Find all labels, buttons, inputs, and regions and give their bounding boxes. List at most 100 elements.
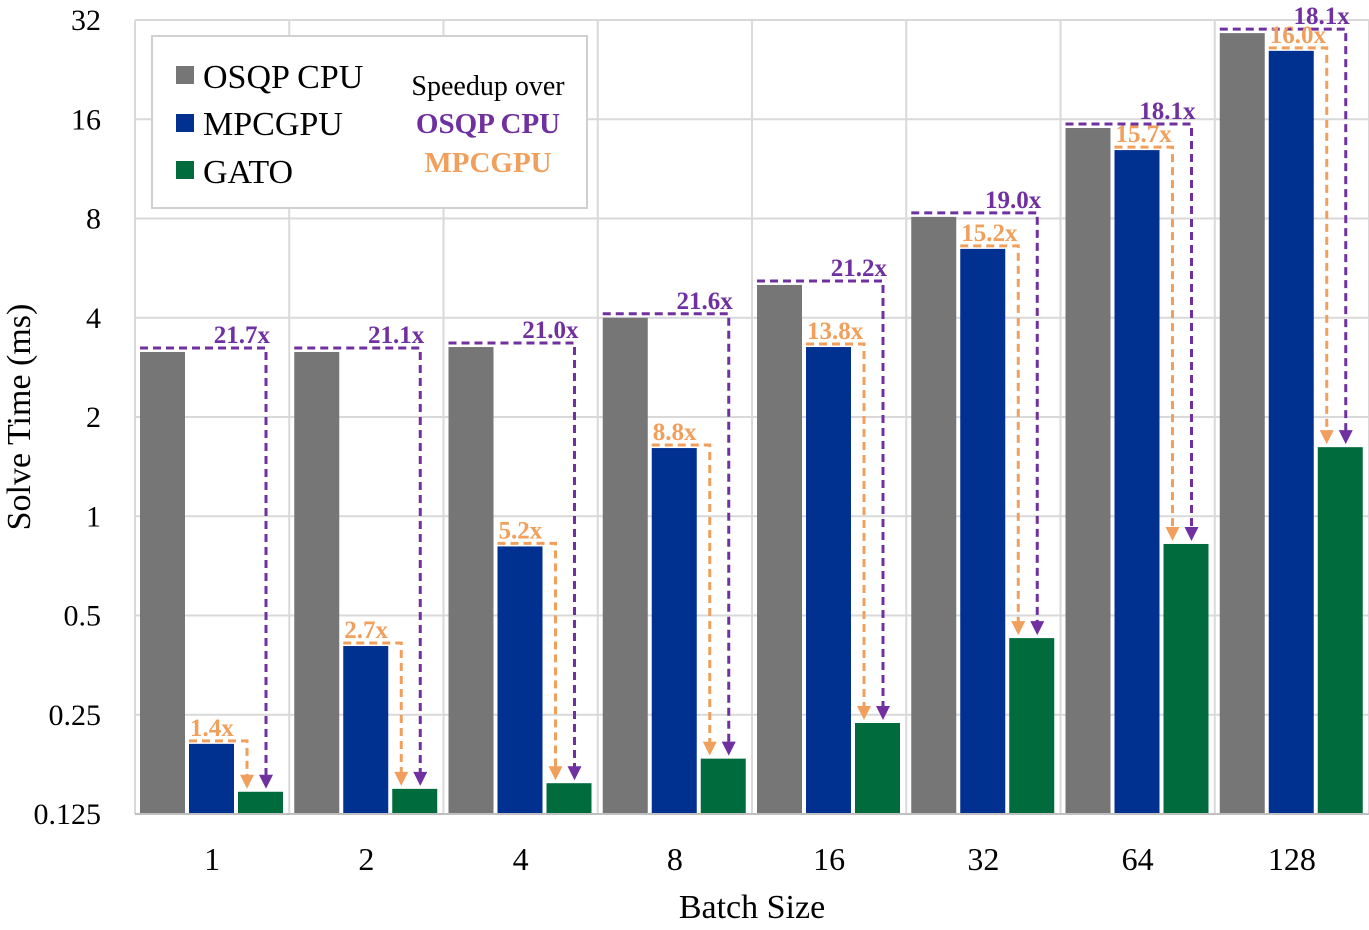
- legend-label-osqp: OSQP CPU: [203, 59, 363, 96]
- bar-gato: [1009, 638, 1055, 814]
- speedup-osqp-label: 21.2x: [831, 255, 888, 282]
- y-tick-label: 4: [86, 302, 101, 335]
- speedup-osqp-line: [911, 211, 1039, 624]
- bar-gato: [700, 758, 746, 814]
- y-tick-label: 2: [86, 401, 101, 434]
- speedup-mpcgpu-label: 8.8x: [653, 419, 697, 446]
- speedup-annotations: 21.7x 1.4x 21.1x 2.7x 21.0x 5.2x 21.6x 8.8x 21.2…: [140, 3, 1353, 789]
- legend-speedup-osqp: OSQP CPU: [416, 108, 560, 140]
- arrow-down-icon: [1184, 526, 1199, 541]
- speedup-mpcgpu-line: [1114, 145, 1174, 529]
- axes: 0.125 0.25 0.5 1 2 4 8 16 32 1 2 4 8 16 32 64 128: [34, 4, 1369, 877]
- y-tick-label: 8: [86, 203, 101, 236]
- bar-gato: [1317, 447, 1363, 814]
- y-tick-label: 0.5: [64, 600, 102, 633]
- arrow-down-icon: [1319, 430, 1334, 445]
- speedup-mpcgpu-label: 13.8x: [807, 318, 864, 345]
- speedup-mpcgpu-line: [1268, 46, 1329, 433]
- speedup-mpcgpu-line: [189, 739, 249, 777]
- bar-mpcgpu: [343, 646, 389, 814]
- bar-mpcgpu: [651, 448, 697, 814]
- speedup-mpcgpu-label: 5.2x: [499, 517, 543, 544]
- arrow-down-icon: [857, 706, 871, 721]
- speedup-osqp-line: [1219, 27, 1348, 433]
- arrow-down-icon: [259, 774, 273, 789]
- bar-mpcgpu: [189, 743, 234, 814]
- legend-label-mpcgpu: MPCGPU: [203, 106, 343, 143]
- y-tick-label: 0.25: [49, 699, 102, 732]
- speedup-osqp-label: 21.7x: [214, 322, 271, 349]
- x-axis-label: Batch Size: [679, 889, 825, 926]
- legend-swatch-mpcgpu: [176, 114, 194, 132]
- speedup-mpcgpu-label: 2.7x: [344, 617, 388, 644]
- bar-gato: [855, 723, 900, 814]
- x-tick-label: 16: [813, 841, 845, 877]
- speedup-mpcgpu-line: [497, 541, 557, 769]
- x-tick-label: 32: [967, 841, 999, 877]
- arrow-down-icon: [394, 771, 409, 786]
- speedup-mpcgpu-label: 15.7x: [1116, 121, 1173, 148]
- arrow-down-icon: [548, 766, 563, 781]
- bar-osqp-cpu: [294, 351, 340, 814]
- bar-mpcgpu: [806, 347, 851, 814]
- legend-swatch-gato: [176, 161, 194, 179]
- arrow-down-icon: [1011, 621, 1026, 636]
- bar-osqp-cpu: [1219, 33, 1265, 815]
- bar-mpcgpu: [1114, 150, 1160, 815]
- bar-mpcgpu: [960, 248, 1006, 815]
- speedup-mpcgpu-line: [343, 641, 403, 774]
- bar-osqp-cpu: [448, 347, 494, 814]
- bar-osqp-cpu: [911, 216, 957, 814]
- bar-mpcgpu: [1268, 50, 1314, 815]
- speedup-osqp-label: 19.0x: [985, 187, 1042, 214]
- legend-swatch-osqp: [176, 66, 194, 84]
- bar-osqp-cpu: [602, 317, 648, 814]
- x-tick-label: 128: [1268, 841, 1316, 877]
- speedup-mpcgpu-line: [806, 342, 866, 709]
- bar-osqp-cpu: [140, 351, 185, 814]
- speedup-osqp-line: [448, 341, 576, 769]
- speedup-osqp-label: 21.1x: [368, 322, 425, 349]
- legend-box: [151, 35, 588, 209]
- arrow-down-icon: [1338, 430, 1353, 445]
- speedup-mpcgpu-label: 15.2x: [961, 220, 1018, 247]
- legend-label-gato: GATO: [203, 154, 293, 191]
- legend-speedup-title: Speedup over: [411, 71, 565, 102]
- bar-gato: [392, 788, 438, 814]
- speedup-osqp-line: [140, 346, 268, 777]
- speedup-mpcgpu-label: 1.4x: [190, 715, 234, 742]
- bars: [140, 33, 1363, 815]
- speedup-osqp-line: [602, 312, 731, 744]
- arrow-down-icon: [240, 774, 254, 789]
- arrow-down-icon: [413, 771, 428, 786]
- bar-osqp-cpu: [757, 284, 802, 814]
- y-tick-label: 32: [71, 4, 101, 37]
- x-tick-label: 4: [513, 841, 529, 877]
- x-tick-label: 1: [204, 841, 220, 877]
- speedup-osqp-line: [294, 346, 422, 774]
- speedup-mpcgpu-label: 16.0x: [1270, 22, 1327, 49]
- arrow-down-icon: [1165, 526, 1180, 541]
- y-tick-label: 0.125: [34, 798, 102, 831]
- speedup-osqp-line: [757, 279, 885, 709]
- arrow-down-icon: [567, 766, 582, 781]
- arrow-down-icon: [702, 741, 717, 756]
- bar-osqp-cpu: [1065, 128, 1111, 814]
- speedup-osqp-label: 18.1x: [1294, 3, 1351, 30]
- bar-gato: [238, 791, 283, 814]
- speedup-mpcgpu-line: [651, 443, 712, 744]
- speedup-osqp-line: [1065, 122, 1193, 529]
- speedup-mpcgpu-line: [960, 244, 1020, 624]
- bar-mpcgpu: [497, 546, 543, 814]
- arrow-down-icon: [721, 741, 736, 756]
- x-tick-label: 2: [358, 841, 374, 877]
- bar-gato: [1163, 543, 1209, 814]
- x-tick-label: 64: [1122, 841, 1154, 877]
- speedup-osqp-label: 18.1x: [1139, 98, 1196, 125]
- y-tick-label: 16: [71, 103, 101, 136]
- y-tick-label: 1: [86, 500, 101, 533]
- x-tick-label: 8: [667, 841, 683, 877]
- arrow-down-icon: [876, 706, 890, 721]
- y-axis-label: Solve Time (ms): [1, 304, 38, 531]
